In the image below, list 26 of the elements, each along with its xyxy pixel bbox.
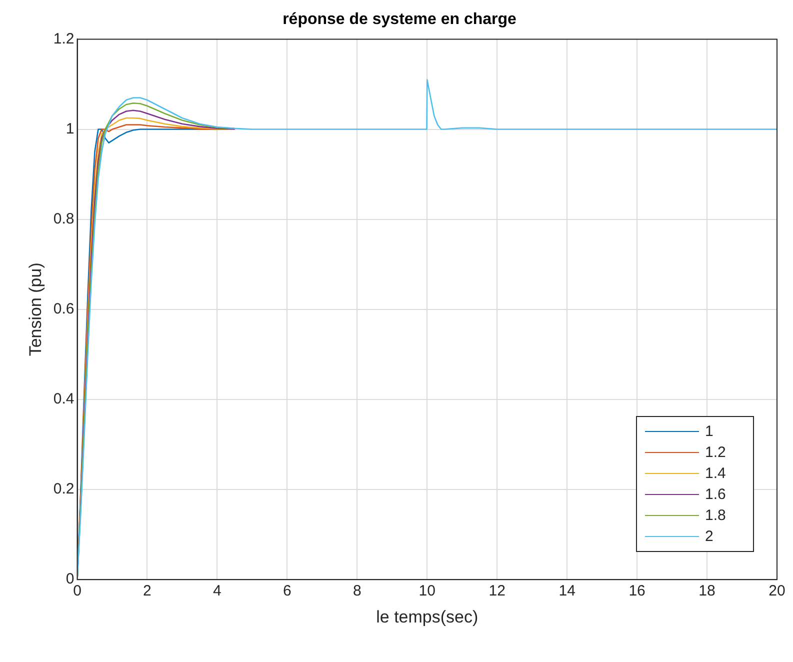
y-tick-label: 0.8 [53, 210, 74, 228]
legend-label: 2 [705, 528, 714, 545]
x-tick-label: 10 [418, 582, 436, 600]
legend-label: 1.8 [705, 506, 726, 524]
y-tick-label: 1.2 [53, 30, 74, 48]
x-tick-label: 14 [558, 582, 576, 600]
chart-title: réponse de systeme en charge [282, 11, 517, 28]
y-tick-label: 0.2 [53, 480, 74, 498]
x-tick-label: 16 [628, 582, 646, 600]
x-tick-label: 18 [698, 582, 716, 600]
legend-label: 1.6 [705, 486, 726, 503]
x-tick-label: 4 [213, 582, 222, 600]
y-axis-title: Tension (pu) [26, 262, 45, 356]
x-tick-label: 8 [352, 582, 362, 600]
legend-label: 1.4 [705, 464, 726, 482]
x-tick-label: 20 [768, 582, 786, 600]
y-tick-label: 0 [66, 570, 74, 588]
x-tick-label: 12 [488, 582, 506, 600]
x-tick-label: 2 [143, 582, 152, 600]
y-tick-label: 0.4 [53, 390, 74, 408]
x-axis-title: le temps(sec) [376, 607, 478, 626]
legend-label: 1.2 [705, 444, 726, 461]
y-tick-label: 1 [66, 120, 74, 138]
legend-label: 1 [705, 422, 714, 440]
y-tick-label: 0.6 [53, 300, 74, 318]
x-tick-label: 6 [283, 582, 292, 600]
